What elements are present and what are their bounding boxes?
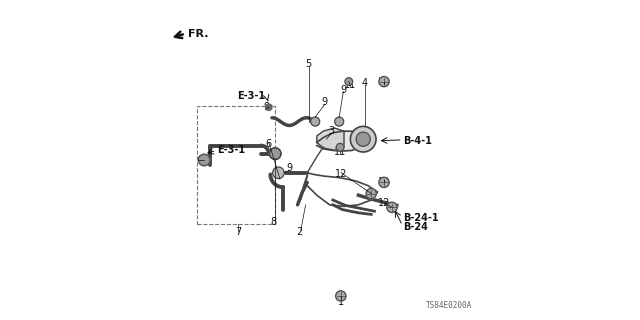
- Text: FR.: FR.: [188, 29, 209, 39]
- Text: B-24: B-24: [403, 222, 428, 232]
- Text: 3: 3: [328, 126, 334, 136]
- Text: B-24-1: B-24-1: [403, 213, 439, 223]
- Text: 9: 9: [263, 102, 269, 112]
- Circle shape: [198, 154, 210, 166]
- Circle shape: [345, 78, 353, 85]
- Circle shape: [335, 291, 346, 301]
- Text: 10: 10: [378, 76, 390, 87]
- Polygon shape: [317, 131, 365, 151]
- Text: E-3-1: E-3-1: [217, 145, 245, 156]
- Text: 9: 9: [340, 84, 346, 95]
- Text: 1: 1: [338, 297, 344, 308]
- Text: E-3-1: E-3-1: [237, 91, 265, 101]
- Circle shape: [273, 167, 284, 179]
- Text: 5: 5: [306, 59, 312, 69]
- Text: 4: 4: [362, 78, 368, 88]
- Text: 6: 6: [266, 139, 272, 149]
- Circle shape: [379, 76, 389, 87]
- Circle shape: [387, 202, 397, 212]
- Circle shape: [366, 188, 376, 199]
- Text: 8: 8: [198, 155, 204, 165]
- Text: 9: 9: [322, 97, 328, 108]
- Circle shape: [335, 117, 344, 126]
- Circle shape: [269, 148, 281, 159]
- Text: 9: 9: [287, 163, 292, 173]
- Text: 11: 11: [334, 147, 346, 157]
- Circle shape: [311, 117, 320, 126]
- Text: B-4-1: B-4-1: [403, 136, 432, 146]
- Bar: [197, 106, 275, 224]
- Circle shape: [379, 177, 389, 188]
- Text: TS84E0200A: TS84E0200A: [426, 301, 472, 310]
- Text: 2: 2: [296, 227, 302, 237]
- Text: 8: 8: [271, 217, 276, 228]
- Circle shape: [266, 104, 272, 110]
- Text: 10: 10: [378, 177, 390, 188]
- Polygon shape: [317, 128, 344, 150]
- Text: 7: 7: [236, 227, 241, 237]
- Text: 12: 12: [335, 169, 347, 180]
- Circle shape: [337, 143, 344, 151]
- Circle shape: [356, 132, 370, 146]
- Circle shape: [351, 126, 376, 152]
- Text: 12: 12: [378, 198, 390, 208]
- Text: 11: 11: [344, 80, 356, 90]
- Circle shape: [269, 148, 281, 159]
